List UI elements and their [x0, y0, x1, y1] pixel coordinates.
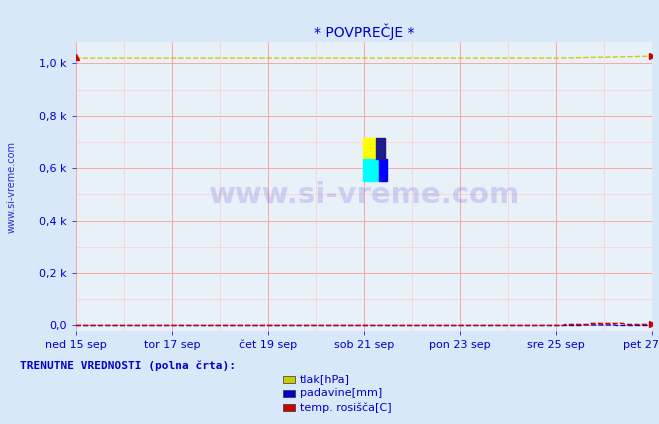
Text: padavine[mm]: padavine[mm]	[300, 388, 382, 399]
Bar	[363, 137, 385, 159]
Text: www.si-vreme.com: www.si-vreme.com	[208, 181, 520, 209]
Bar	[376, 137, 385, 159]
Text: tlak[hPa]: tlak[hPa]	[300, 374, 350, 385]
Text: temp. rosišča[C]: temp. rosišča[C]	[300, 402, 391, 413]
Bar	[363, 159, 380, 181]
Text: TRENUTNE VREDNOSTI (polna črta):: TRENUTNE VREDNOSTI (polna črta):	[20, 360, 236, 371]
Title: * POVPREČJE *: * POVPREČJE *	[314, 23, 415, 40]
Text: www.si-vreme.com: www.si-vreme.com	[7, 141, 17, 232]
Bar	[380, 159, 387, 181]
